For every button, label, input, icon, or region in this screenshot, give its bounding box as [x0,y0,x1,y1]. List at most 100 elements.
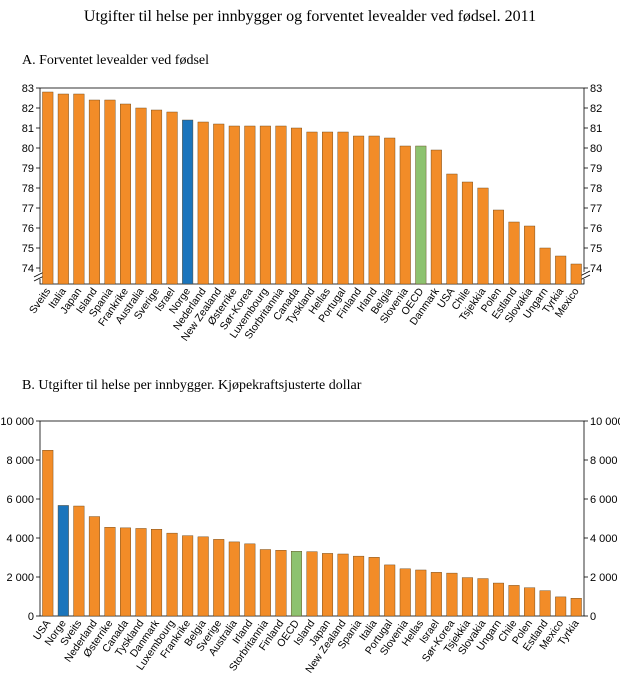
y-tick-label-left: 81 [22,123,34,135]
y-tick-label-left: 77 [22,203,34,215]
y-tick-label-right: 78 [590,183,602,195]
y-tick-label-right: 0 [590,611,596,623]
bar-a [493,209,504,285]
bar-b [493,582,504,617]
bar-a [166,111,178,285]
bar-b [135,528,147,617]
bar-a [104,99,116,285]
bar-a [244,125,256,285]
figure-title: Utgifter til helse per innbygger og forv… [83,8,537,25]
bar-b [275,550,287,617]
bar-a [446,173,458,285]
bar-a [415,145,427,285]
bar-a [539,247,551,285]
y-tick-label-right: 74 [590,263,602,275]
bar-b [42,450,54,617]
bar-a [508,221,520,285]
bar-a [555,255,567,285]
bar-a [477,187,489,285]
y-tick-label-left: 74 [22,263,34,275]
y-tick-label-left: 80 [22,143,34,155]
y-tick-label-right: 76 [590,223,602,235]
y-tick-label-right: 2 000 [590,572,618,584]
bar-a [73,93,85,285]
bar-b [166,532,178,617]
y-tick-label-left: 82 [22,103,34,115]
bar-a [353,135,365,285]
bar-b [228,541,240,617]
y-tick-label-left: 8 000 [6,455,34,467]
bar-a [570,263,582,285]
bar-a [182,119,194,285]
bar-b [430,572,442,617]
y-tick-label-right: 8 000 [590,455,618,467]
y-tick-label-left: 75 [22,243,34,255]
y-tick-label-left: 2 000 [6,572,34,584]
bar-a [228,125,240,285]
bar-a [368,135,380,285]
bar-b [151,529,163,617]
y-tick-label-left: 10 000 [0,416,34,428]
bar-b [259,549,271,617]
y-tick-label-left: 4 000 [6,533,34,545]
axis-break-mask [579,272,589,279]
y-tick-label-left: 76 [22,223,34,235]
bar-a [151,109,163,285]
y-tick-label-right: 80 [590,143,602,155]
bar-b [446,572,458,617]
bar-a [399,145,411,285]
bar-b [384,564,396,617]
y-tick-label-right: 6 000 [590,494,618,506]
y-tick-label-right: 82 [590,103,602,115]
bar-a [322,131,334,285]
y-tick-label-left: 79 [22,163,34,175]
y-tick-label-right: 10 000 [590,416,620,428]
y-tick-label-left: 78 [22,183,34,195]
bar-b [306,551,318,617]
bar-a [290,127,302,285]
panel-b-title: B. Utgifter til helse per innbygger. Kjø… [22,378,362,393]
bar-a [275,125,287,285]
bar-a [120,103,131,285]
bar-b [182,535,194,617]
bar-b [415,569,427,617]
bar-b [197,536,209,617]
bar-a [213,123,225,285]
bar-b [570,598,582,617]
bar-b [322,553,334,617]
axis-break-mask [35,272,45,279]
bar-a [461,181,473,285]
bar-b [353,555,365,617]
bar-a [197,121,209,285]
bar-a [259,125,271,285]
bar-a [306,131,318,285]
panel-a-title: A. Forventet levealder ved fødsel [22,53,209,68]
bar-b [461,577,473,617]
bar-b [213,539,225,617]
y-tick-label-left: 6 000 [6,494,34,506]
bar-a [337,131,349,285]
bar-b [477,578,489,617]
bar-b [88,516,100,617]
bar-a [524,225,536,285]
y-tick-label-right: 81 [590,123,602,135]
bar-a [135,107,147,285]
bar-b [508,585,520,617]
bar-b [555,596,567,617]
bar-a [88,99,100,285]
bar-b [73,505,85,617]
bar-b [539,590,551,617]
y-tick-label-right: 75 [590,243,602,255]
chart-b: 0 0 2 000 2 000 4 000 4 000 6 000 6 000 8 000 8 0… [0,416,620,675]
chart-a: 74 74 75 75 76 76 77 77 78 78 79 79 80 80 81 81 82 82 83 83… [22,83,603,343]
bar-b [57,505,69,617]
bar-a [57,93,69,285]
bar-b [368,557,380,617]
bar-a [42,91,54,285]
bar-b [337,553,349,617]
bar-b [524,587,536,617]
bar-b [120,527,131,617]
y-tick-label-right: 77 [590,203,602,215]
y-tick-label-right: 79 [590,163,602,175]
